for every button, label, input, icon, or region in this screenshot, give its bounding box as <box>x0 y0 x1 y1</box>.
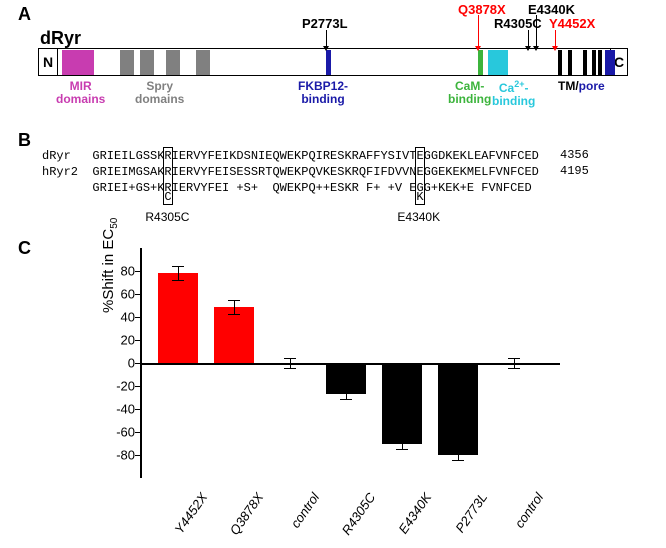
residue-label-E4340K: E4340K <box>397 210 440 224</box>
cam-label: CaM-binding <box>448 80 491 106</box>
errorbar <box>458 450 459 459</box>
y-tick-label: 60 <box>105 288 135 301</box>
spry-domain <box>140 50 154 75</box>
y-tick <box>135 271 140 272</box>
tm-block <box>568 50 572 75</box>
errorbar <box>178 266 179 280</box>
spry-domain <box>196 50 210 75</box>
errorbar <box>514 358 515 367</box>
y-tick <box>135 409 140 410</box>
mutation-label-Y4452X: Y4452X <box>549 16 595 31</box>
errorcap <box>396 438 408 439</box>
errorcap <box>508 358 520 359</box>
spry-label: Sprydomains <box>135 80 184 106</box>
errorcap <box>340 389 352 390</box>
errorbar <box>402 438 403 450</box>
bar-Y4452X <box>158 273 198 363</box>
mutation-label-Q3878X: Q3878X <box>458 2 506 17</box>
panel-b: B dRyr GRIEILGSSKRIERVYFEIKDSNIEQWEKPQIR… <box>0 130 666 230</box>
arrowhead-icon <box>533 46 539 51</box>
y-tick <box>135 340 140 341</box>
x-label-P2773L: P2773L <box>444 490 491 548</box>
x-label-control: control <box>276 490 323 548</box>
y-tick-label: -60 <box>105 426 135 439</box>
spry-domain <box>120 50 134 75</box>
ca2-label: Ca2+-binding <box>492 80 535 108</box>
errorcap <box>452 460 464 461</box>
errorcap <box>452 450 464 451</box>
x-label-Q3878X: Q3878X <box>220 490 267 548</box>
y-tick <box>135 386 140 387</box>
x-label-E4340K: E4340K <box>388 490 435 548</box>
errorcap <box>284 358 296 359</box>
panel-c-label: C <box>18 238 31 259</box>
n-terminus: N <box>38 48 58 76</box>
y-tick <box>135 317 140 318</box>
y-tick-label: 20 <box>105 334 135 347</box>
tm-block <box>592 50 596 75</box>
bar-Q3878X <box>214 307 254 363</box>
alignment: dRyr GRIEILGSSKRIERVYFEIKDSNIEQWEKPQIRES… <box>42 148 539 197</box>
fkbp12-label: FKBP12-binding <box>298 80 348 106</box>
errorcap <box>228 300 240 301</box>
alignment-pos: 4356 <box>560 148 589 162</box>
y-tick <box>135 432 140 433</box>
bar-E4340K <box>382 363 422 444</box>
pore-block <box>605 50 615 75</box>
panel-a-label: A <box>18 4 31 25</box>
y-tick-label: -80 <box>105 449 135 462</box>
x-label-control: control <box>500 490 547 548</box>
errorcap <box>228 314 240 315</box>
y-tick-label: -40 <box>105 403 135 416</box>
errorcap <box>508 368 520 369</box>
panel-c: C %Shift in EC50 -80 -60 -40 -20 0 20 40… <box>0 238 666 547</box>
dryr-title: dRyr <box>40 28 81 49</box>
panel-a: A dRyr N C MIRdomainsSprydomains FKBP12-… <box>0 0 666 130</box>
errorbar <box>290 358 291 367</box>
y-tick <box>135 363 140 364</box>
alignment-pos: 4195 <box>560 164 589 178</box>
mir-label: MIRdomains <box>56 80 105 106</box>
y-tick-label: -20 <box>105 380 135 393</box>
y-tick <box>135 294 140 295</box>
arrowhead-icon <box>525 46 531 51</box>
residue-label-R4305C: R4305C <box>145 210 189 224</box>
y-tick-label: 40 <box>105 311 135 324</box>
errorcap <box>172 280 184 281</box>
errorbar <box>234 300 235 314</box>
x-label-Y4452X: Y4452X <box>164 490 211 548</box>
mir-domain <box>62 50 94 75</box>
tm-block <box>583 50 587 75</box>
errorcap <box>172 266 184 267</box>
ca2-domain <box>488 50 508 75</box>
tm-block <box>598 50 602 75</box>
mutres-R4305C: C <box>164 190 171 204</box>
cam-domain <box>478 50 483 75</box>
errorcap <box>340 399 352 400</box>
x-label-R4305C: R4305C <box>332 490 379 548</box>
mutation-label-R4305C: R4305C <box>494 16 542 31</box>
mutation-label-P2773L: P2773L <box>302 16 348 31</box>
spry-domain <box>166 50 180 75</box>
bar-P2773L <box>438 363 478 455</box>
mutation-arrow-Q3878X: .arrow-Q3878X::after{border-top:5px soli… <box>478 15 479 47</box>
y-tick-label: 0 <box>105 357 135 370</box>
chart-area: -80 -60 -40 -20 0 20 40 60 80 Y4452X Q38… <box>140 248 560 478</box>
arrowhead-icon <box>323 46 329 51</box>
y-tick <box>135 455 140 456</box>
errorcap <box>284 368 296 369</box>
tm-pore-label: TM/pore <box>558 80 605 93</box>
mutres-E4340K: K <box>416 190 423 204</box>
fkbp12-domain <box>326 50 331 75</box>
y-tick-label: 80 <box>105 265 135 278</box>
mutation-arrow-P2773L: .arrow-P2773L::after{border-top:5px soli… <box>326 30 327 47</box>
errorbar <box>346 389 347 398</box>
mutation-arrow-Y4452X: .arrow-Y4452X::after{border-top:5px soli… <box>555 30 556 47</box>
panel-b-label: B <box>18 130 31 151</box>
arrowhead-icon <box>475 46 481 51</box>
tm-block <box>558 50 562 75</box>
mutation-arrow-E4340K: .arrow-E4340K::after{border-top:5px soli… <box>536 15 537 47</box>
mutation-arrow-R4305C: .arrow-R4305C::after{border-top:5px soli… <box>528 30 529 47</box>
errorcap <box>396 449 408 450</box>
